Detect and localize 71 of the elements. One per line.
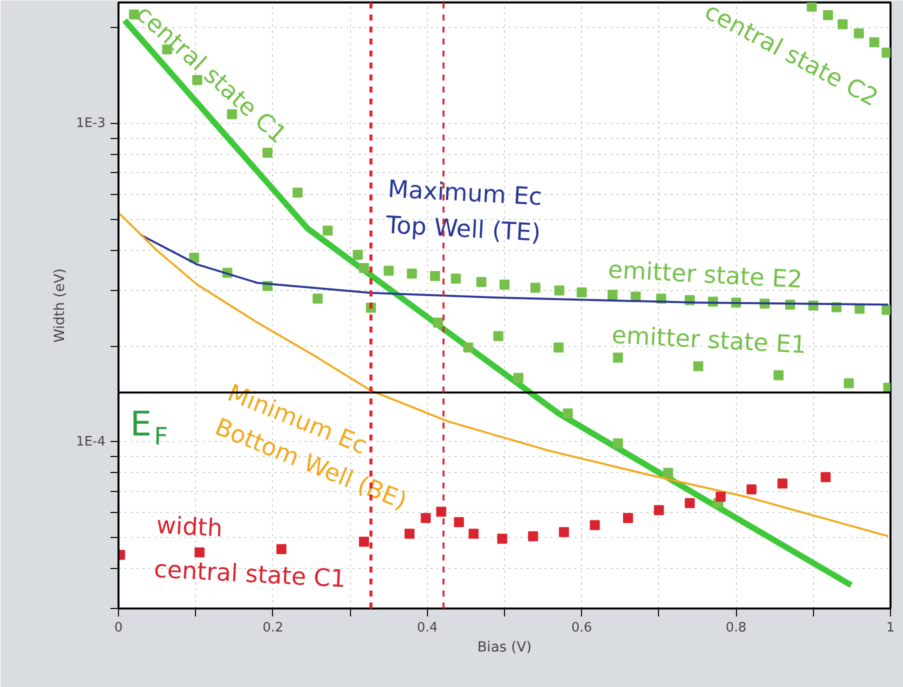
point (262, 148, 272, 158)
point (513, 372, 524, 383)
point (358, 536, 369, 547)
series-label: width central state C1 (153, 511, 346, 594)
line-series (118, 212, 890, 538)
point (433, 318, 444, 328)
point (454, 517, 464, 528)
point (420, 513, 431, 524)
point (806, 2, 817, 12)
point (590, 520, 600, 530)
point (497, 534, 508, 544)
point (623, 513, 634, 524)
point (430, 271, 440, 282)
point (352, 250, 363, 260)
point (820, 472, 831, 482)
point (562, 408, 573, 418)
point (576, 287, 587, 298)
x-tick-label: 0 (114, 620, 123, 636)
point (693, 361, 704, 372)
point (128, 10, 139, 20)
point (404, 528, 415, 539)
x-tick-label: 0.6 (571, 620, 592, 636)
point (312, 294, 323, 304)
point (358, 262, 369, 273)
point (194, 547, 205, 558)
point (746, 484, 757, 494)
point (192, 75, 202, 86)
x-axis-title: Bias (V) (477, 640, 532, 656)
point (777, 478, 788, 488)
point (654, 505, 664, 516)
series-label: emitter state E2 (607, 256, 804, 294)
point (406, 268, 417, 279)
point (612, 352, 623, 363)
point (558, 527, 569, 538)
point (554, 286, 564, 296)
point (844, 378, 854, 388)
point (882, 304, 890, 315)
point (554, 342, 564, 353)
point (663, 468, 674, 478)
y-axis-title: Width (eV) (52, 268, 68, 343)
point (882, 48, 890, 58)
point (189, 252, 200, 263)
point (530, 282, 540, 293)
x-tick-label: 0.4 (416, 620, 438, 636)
point (292, 188, 303, 198)
point (684, 498, 695, 508)
point (822, 10, 833, 20)
x-tick-label: 1 (886, 620, 895, 636)
point (500, 280, 510, 290)
series-label: Maximum Ec Top Well (TE) (384, 174, 543, 247)
point (468, 528, 479, 539)
point (612, 438, 623, 448)
point (450, 274, 461, 284)
point (493, 331, 504, 342)
point (869, 37, 880, 48)
point (608, 290, 618, 300)
point (463, 342, 474, 353)
y-tick-label: 1E-4 (76, 434, 106, 450)
point (322, 226, 333, 236)
point (716, 492, 726, 502)
point (774, 370, 784, 380)
x-tick-label: 0.2 (262, 620, 284, 636)
x-tick-label: 0.8 (726, 620, 746, 636)
point (476, 277, 486, 288)
point (528, 531, 538, 542)
series-label: emitter state E1 (611, 320, 808, 360)
y-tick-label: 1E-3 (76, 116, 106, 132)
point (276, 544, 286, 554)
point (838, 19, 848, 30)
point (854, 28, 864, 38)
point (384, 266, 394, 276)
